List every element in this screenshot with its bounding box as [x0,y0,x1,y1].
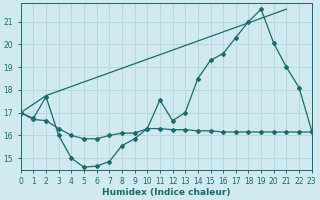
X-axis label: Humidex (Indice chaleur): Humidex (Indice chaleur) [102,188,230,197]
